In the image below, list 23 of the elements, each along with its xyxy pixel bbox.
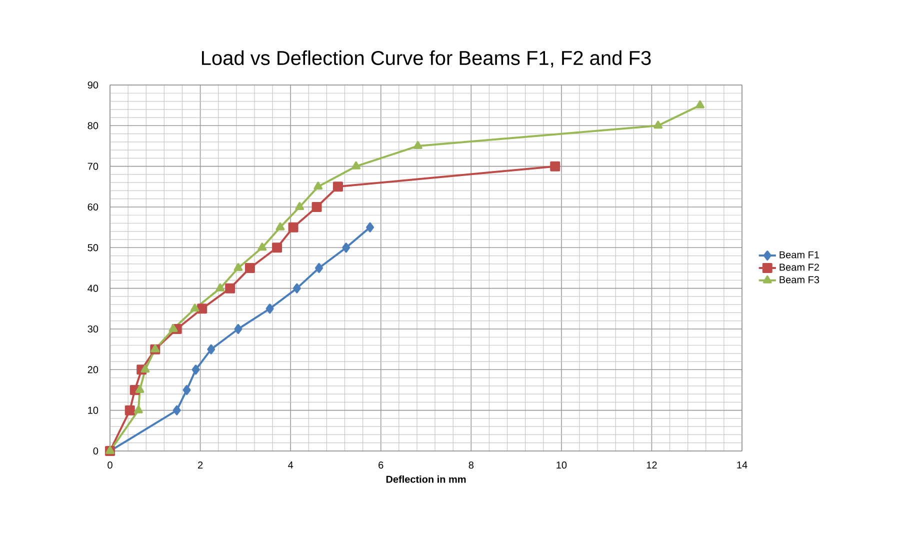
y-tick-label: 20 [88,366,98,374]
y-tick-label: 0 [93,447,98,455]
y-tick-label: 40 [88,284,98,292]
x-tick-label: 0 [108,462,112,469]
x-tick-label: 6 [378,462,384,469]
y-tick-label: 90 [88,81,98,89]
x-tick-label: 14 [737,462,748,468]
y-tick-label: 10 [88,406,98,414]
y-tick-label: 80 [88,122,98,130]
x-tick-label: 2 [198,462,203,468]
chart-title: Load vs Deflection Curve for Beams F1, F2 and F3 [202,50,651,68]
y-tick-label: 70 [88,162,98,170]
y-tick-label: 30 [88,325,98,333]
x-tick-label: 12 [646,462,657,468]
legend-label: Beam F3 [780,276,820,284]
legend-label: Beam F1 [780,251,819,258]
y-tick-label: 60 [88,203,98,211]
y-tick-label: 50 [88,244,98,252]
x-tick-label: 4 [288,462,294,468]
legend-label: Beam F2 [780,264,819,271]
x-tick-label: 10 [556,462,567,469]
x-axis-title: Deflection in mm [386,475,466,483]
x-tick-label: 8 [468,462,474,469]
